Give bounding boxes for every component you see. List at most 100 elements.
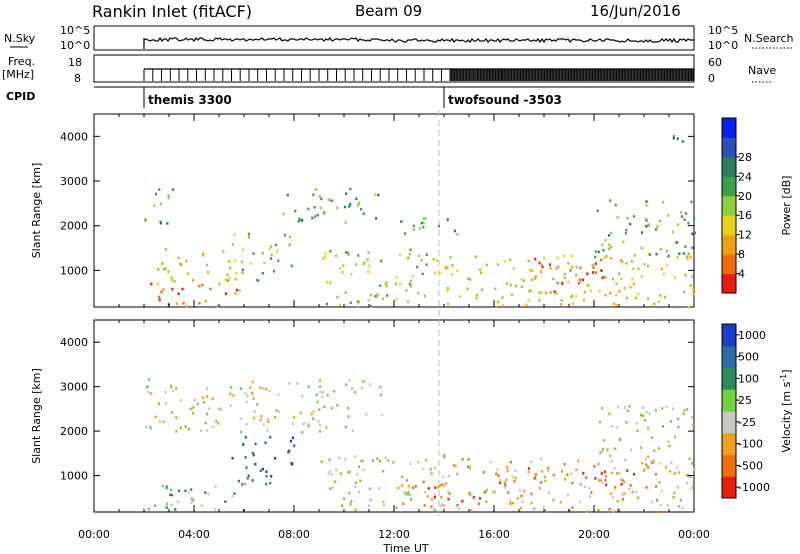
data-cell <box>643 263 646 266</box>
data-cell <box>534 277 537 280</box>
data-cell <box>433 495 436 499</box>
data-cell <box>684 245 687 248</box>
data-cell <box>499 481 502 485</box>
data-cell <box>509 502 512 505</box>
data-cell <box>610 256 613 260</box>
data-cell <box>149 426 152 430</box>
colorbar-tick-label: 20 <box>738 190 752 203</box>
data-cell <box>642 406 645 409</box>
data-cell <box>531 278 534 281</box>
data-cell <box>247 232 250 236</box>
colorbar-label-end: ] <box>780 369 793 373</box>
data-cell <box>319 390 322 394</box>
data-cell <box>616 472 619 475</box>
data-cell <box>344 251 348 254</box>
data-cell <box>342 497 346 500</box>
data-cell <box>399 283 402 286</box>
data-cell <box>606 448 609 452</box>
colorbar-segment <box>722 215 736 236</box>
data-cell <box>175 430 178 433</box>
data-cell <box>406 300 410 303</box>
data-cell <box>259 469 262 472</box>
data-cell <box>653 449 656 452</box>
data-cell <box>177 500 180 503</box>
data-cell <box>266 429 269 432</box>
colorbar-segment <box>722 367 736 390</box>
data-cell <box>552 473 555 477</box>
data-cell <box>302 422 305 426</box>
data-cell <box>485 488 488 492</box>
data-cell <box>365 413 368 416</box>
data-cell <box>637 267 640 271</box>
data-cell <box>597 479 600 482</box>
data-cell <box>190 501 193 504</box>
data-cell <box>650 460 653 463</box>
data-cell <box>230 386 233 389</box>
data-cell <box>239 387 242 390</box>
data-cell <box>540 470 544 473</box>
data-cell <box>356 473 359 476</box>
data-cell <box>417 291 420 295</box>
data-cell <box>653 302 656 306</box>
data-cell <box>150 282 153 286</box>
colorbar-tick-label: 12 <box>738 229 752 242</box>
data-cell <box>579 266 582 270</box>
data-cell <box>385 284 388 288</box>
data-cell <box>369 293 373 297</box>
data-cell <box>408 282 411 286</box>
data-cell <box>226 273 229 277</box>
data-cell <box>384 456 387 459</box>
data-cell <box>241 260 244 264</box>
data-cell <box>527 467 531 470</box>
data-cell <box>350 273 353 276</box>
data-cell <box>599 451 602 454</box>
data-cell <box>567 280 570 284</box>
data-cell <box>689 284 692 288</box>
data-cell <box>682 412 685 416</box>
data-cell <box>676 137 679 140</box>
data-cell <box>660 267 663 271</box>
data-cell <box>318 408 321 411</box>
data-cell <box>312 193 315 197</box>
nsky-right-tick-high: 10^5 <box>708 24 738 37</box>
y-tick-label: 4000 <box>60 130 88 143</box>
data-cell <box>417 254 421 258</box>
colorbar-tick-label: 4 <box>738 268 745 281</box>
data-cell <box>409 285 413 288</box>
data-cell <box>338 456 341 460</box>
data-cell <box>660 504 663 507</box>
range-time-cells <box>145 378 696 514</box>
data-cell <box>467 465 470 469</box>
data-cell <box>467 277 470 281</box>
data-cell <box>436 259 439 262</box>
data-cell <box>645 200 648 203</box>
data-cell <box>319 379 322 382</box>
data-cell <box>438 271 441 275</box>
data-cell <box>614 447 617 451</box>
data-cell <box>599 258 603 262</box>
data-cell <box>583 485 586 489</box>
data-cell <box>242 443 245 446</box>
data-cell <box>578 278 581 281</box>
data-cell <box>322 391 325 394</box>
data-cell <box>590 491 593 494</box>
nsky-label: N.Sky <box>4 32 36 45</box>
data-cell <box>154 415 157 419</box>
data-cell <box>637 496 640 499</box>
data-cell <box>489 460 492 464</box>
cpid-name: themis 3300 <box>148 93 232 107</box>
data-cell <box>688 457 691 461</box>
data-cell <box>385 281 388 285</box>
data-cell <box>644 217 647 221</box>
data-cell <box>192 406 195 409</box>
data-cell <box>609 454 612 458</box>
x-tick-label: 00:00 <box>678 528 710 541</box>
data-cell <box>609 292 612 295</box>
data-cell <box>647 455 650 459</box>
data-cell <box>446 218 449 221</box>
data-cell <box>594 477 597 480</box>
data-cell <box>414 485 417 488</box>
data-cell <box>400 484 403 487</box>
data-cell <box>147 507 150 511</box>
data-cell <box>597 508 600 512</box>
